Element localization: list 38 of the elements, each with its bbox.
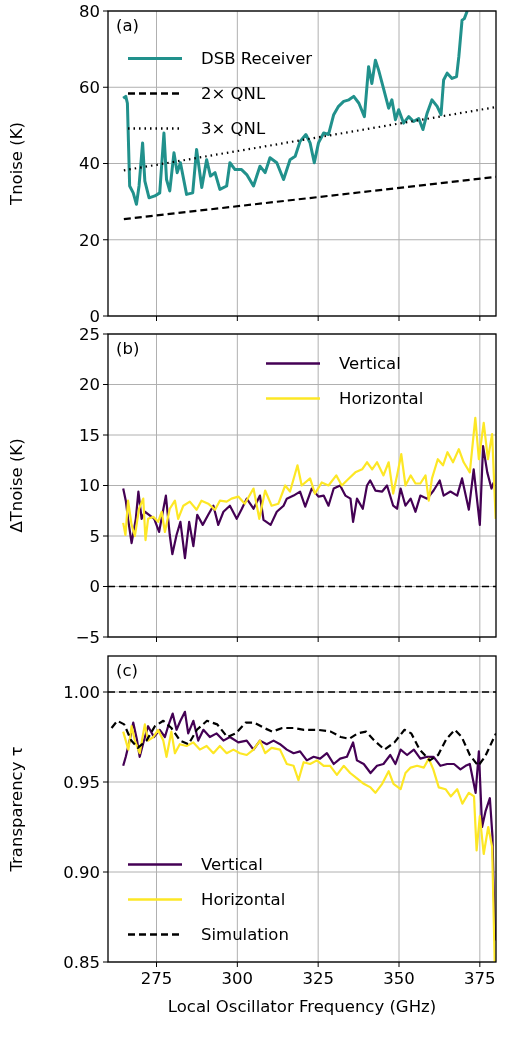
annotation: (b) [116, 339, 140, 358]
legend-label: 2× QNL [201, 84, 266, 104]
y-tick-label: 0.90 [63, 862, 100, 882]
y-tick-label: 0 [89, 577, 100, 597]
legend-label: DSB Receiver [201, 49, 313, 69]
x-axis-title: Local Oscillator Frequency (GHz) [167, 997, 437, 1016]
y-tick-label: 20 [79, 230, 100, 250]
y-tick-label: 0 [89, 306, 100, 326]
x-tick-label: 275 [140, 969, 173, 988]
legend-label: Horizontal [201, 890, 286, 910]
x-tick-label: 325 [302, 969, 334, 988]
legend-label: 3× QNL [201, 119, 266, 139]
y-tick-label: 0.85 [63, 952, 100, 972]
y-tick-label: 15 [79, 425, 100, 445]
annotation: (c) [116, 661, 138, 680]
line-series [122, 445, 495, 560]
y-tick-label: 20 [79, 375, 100, 395]
y-tick-label: 80 [79, 1, 100, 21]
y-tick-label: 60 [79, 78, 100, 98]
y-axis-title: Transparency τ [7, 746, 26, 873]
x-tick-label: 350 [383, 969, 415, 988]
y-tick-label: 40 [79, 154, 100, 174]
y-tick-label: 25 [79, 324, 100, 344]
y-tick-label: 5 [89, 526, 100, 546]
x-tick-label: 375 [464, 969, 496, 988]
y-tick-label: 1.00 [63, 682, 100, 702]
y-tick-label: 0.95 [63, 772, 100, 792]
legend-label: Simulation [201, 925, 289, 945]
legend-label: Vertical [201, 855, 263, 875]
y-tick-label: 10 [79, 476, 100, 496]
y-tick-label: −5 [75, 627, 100, 647]
y-axis-title: Tnoise (K) [7, 122, 26, 206]
legend-label: Vertical [339, 354, 401, 374]
x-tick-label: 300 [221, 969, 254, 988]
legend-label: Horizontal [339, 389, 424, 409]
line-series [122, 416, 496, 542]
annotation: (a) [116, 16, 139, 35]
y-axis-title: ΔTnoise (K) [7, 438, 26, 533]
